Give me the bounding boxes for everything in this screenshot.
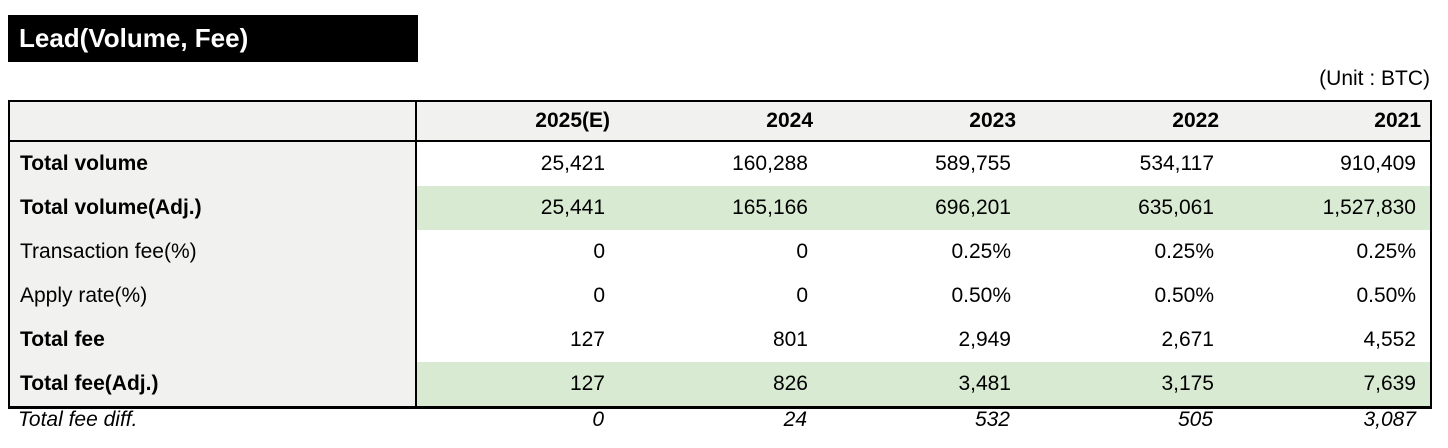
cell-value: 165,166	[619, 186, 822, 230]
title-bar: Lead(Volume, Fee)	[8, 15, 418, 62]
cell-value: 127	[416, 362, 619, 408]
row-label: Total fee(Adj.)	[9, 362, 417, 408]
row-label: Total volume	[9, 141, 417, 186]
column-header-2021: 2021	[1228, 101, 1431, 142]
row-label: Apply rate(%)	[9, 274, 417, 318]
cell-value: 635,061	[1025, 186, 1228, 230]
column-header-2022: 2022	[1025, 101, 1228, 142]
cell-value: 1,527,830	[1228, 186, 1431, 230]
cell-value: 24	[783, 408, 807, 431]
table-row-apply-rate: Apply rate(%) 0 0 0.50% 0.50% 0.50%	[9, 274, 1431, 318]
header-row: 2025(E) 2024 2023 2022 2021	[9, 101, 1431, 142]
cell-value: 801	[772, 328, 808, 351]
table-row-total-volume: Total volume 25,421 160,288 589,755 534,…	[9, 141, 1431, 186]
cell-value: 0.50%	[1356, 284, 1416, 307]
cell-value: 826	[619, 362, 822, 408]
cell-value: 7,639	[1228, 362, 1431, 408]
table-row-transaction-fee: Transaction fee(%) 0 0 0.25% 0.25% 0.25%	[9, 230, 1431, 274]
table-row-total-fee-adj: Total fee(Adj.) 127 826 3,481 3,175 7,63…	[9, 362, 1431, 408]
cell-value: 0	[593, 240, 605, 263]
cell-value: 3,087	[1363, 408, 1416, 431]
cell-value: 3,175	[1025, 362, 1228, 408]
table-row-total-fee: Total fee 127 801 2,949 2,671 4,552	[9, 318, 1431, 362]
volume-fee-table: 2025(E) 2024 2023 2022 2021 Total volume…	[8, 100, 1432, 409]
cell-value: 534,117	[1139, 152, 1214, 175]
cell-value: 3,481	[822, 362, 1025, 408]
cell-value: 0.25%	[1154, 240, 1214, 263]
table-row-total-volume-adj: Total volume(Adj.) 25,441 165,166 696,20…	[9, 186, 1431, 230]
column-header-2025e: 2025(E)	[416, 101, 619, 142]
column-header-blank	[9, 101, 417, 142]
cell-value: 0	[796, 284, 808, 307]
cell-value: 0	[593, 284, 605, 307]
cell-value: 2,671	[1161, 328, 1214, 351]
column-header-2024: 2024	[619, 101, 822, 142]
table-row-total-fee-diff: Total fee diff. 0 24 532 505 3,087	[8, 397, 1430, 443]
cell-value: 589,755	[935, 152, 1011, 175]
cell-value: 2,949	[958, 328, 1011, 351]
cell-value: 25,441	[416, 186, 619, 230]
cell-value: 160,288	[732, 152, 808, 175]
cell-value: 4,552	[1363, 328, 1416, 351]
cell-value: 0.25%	[1356, 240, 1416, 263]
cell-value: 532	[974, 408, 1010, 431]
cell-value: 505	[1177, 408, 1213, 431]
row-label: Total volume(Adj.)	[9, 186, 417, 230]
cell-value: 910,409	[1340, 152, 1416, 175]
row-label: Transaction fee(%)	[9, 230, 417, 274]
page-title: Lead(Volume, Fee)	[19, 23, 249, 53]
cell-value: 0.50%	[951, 284, 1011, 307]
column-header-2023: 2023	[822, 101, 1025, 142]
cell-value: 696,201	[822, 186, 1025, 230]
cell-value: 25,421	[540, 152, 605, 175]
row-label: Total fee	[9, 318, 417, 362]
total-fee-diff-row: Total fee diff. 0 24 532 505 3,087	[8, 397, 1430, 443]
row-label: Total fee diff.	[18, 408, 138, 431]
cell-value: 0.50%	[1154, 284, 1214, 307]
cell-value: 0	[592, 408, 604, 431]
unit-label: (Unit : BTC)	[1319, 67, 1430, 90]
cell-value: 0.25%	[951, 240, 1011, 263]
cell-value: 0	[796, 240, 808, 263]
cell-value: 127	[569, 328, 605, 351]
